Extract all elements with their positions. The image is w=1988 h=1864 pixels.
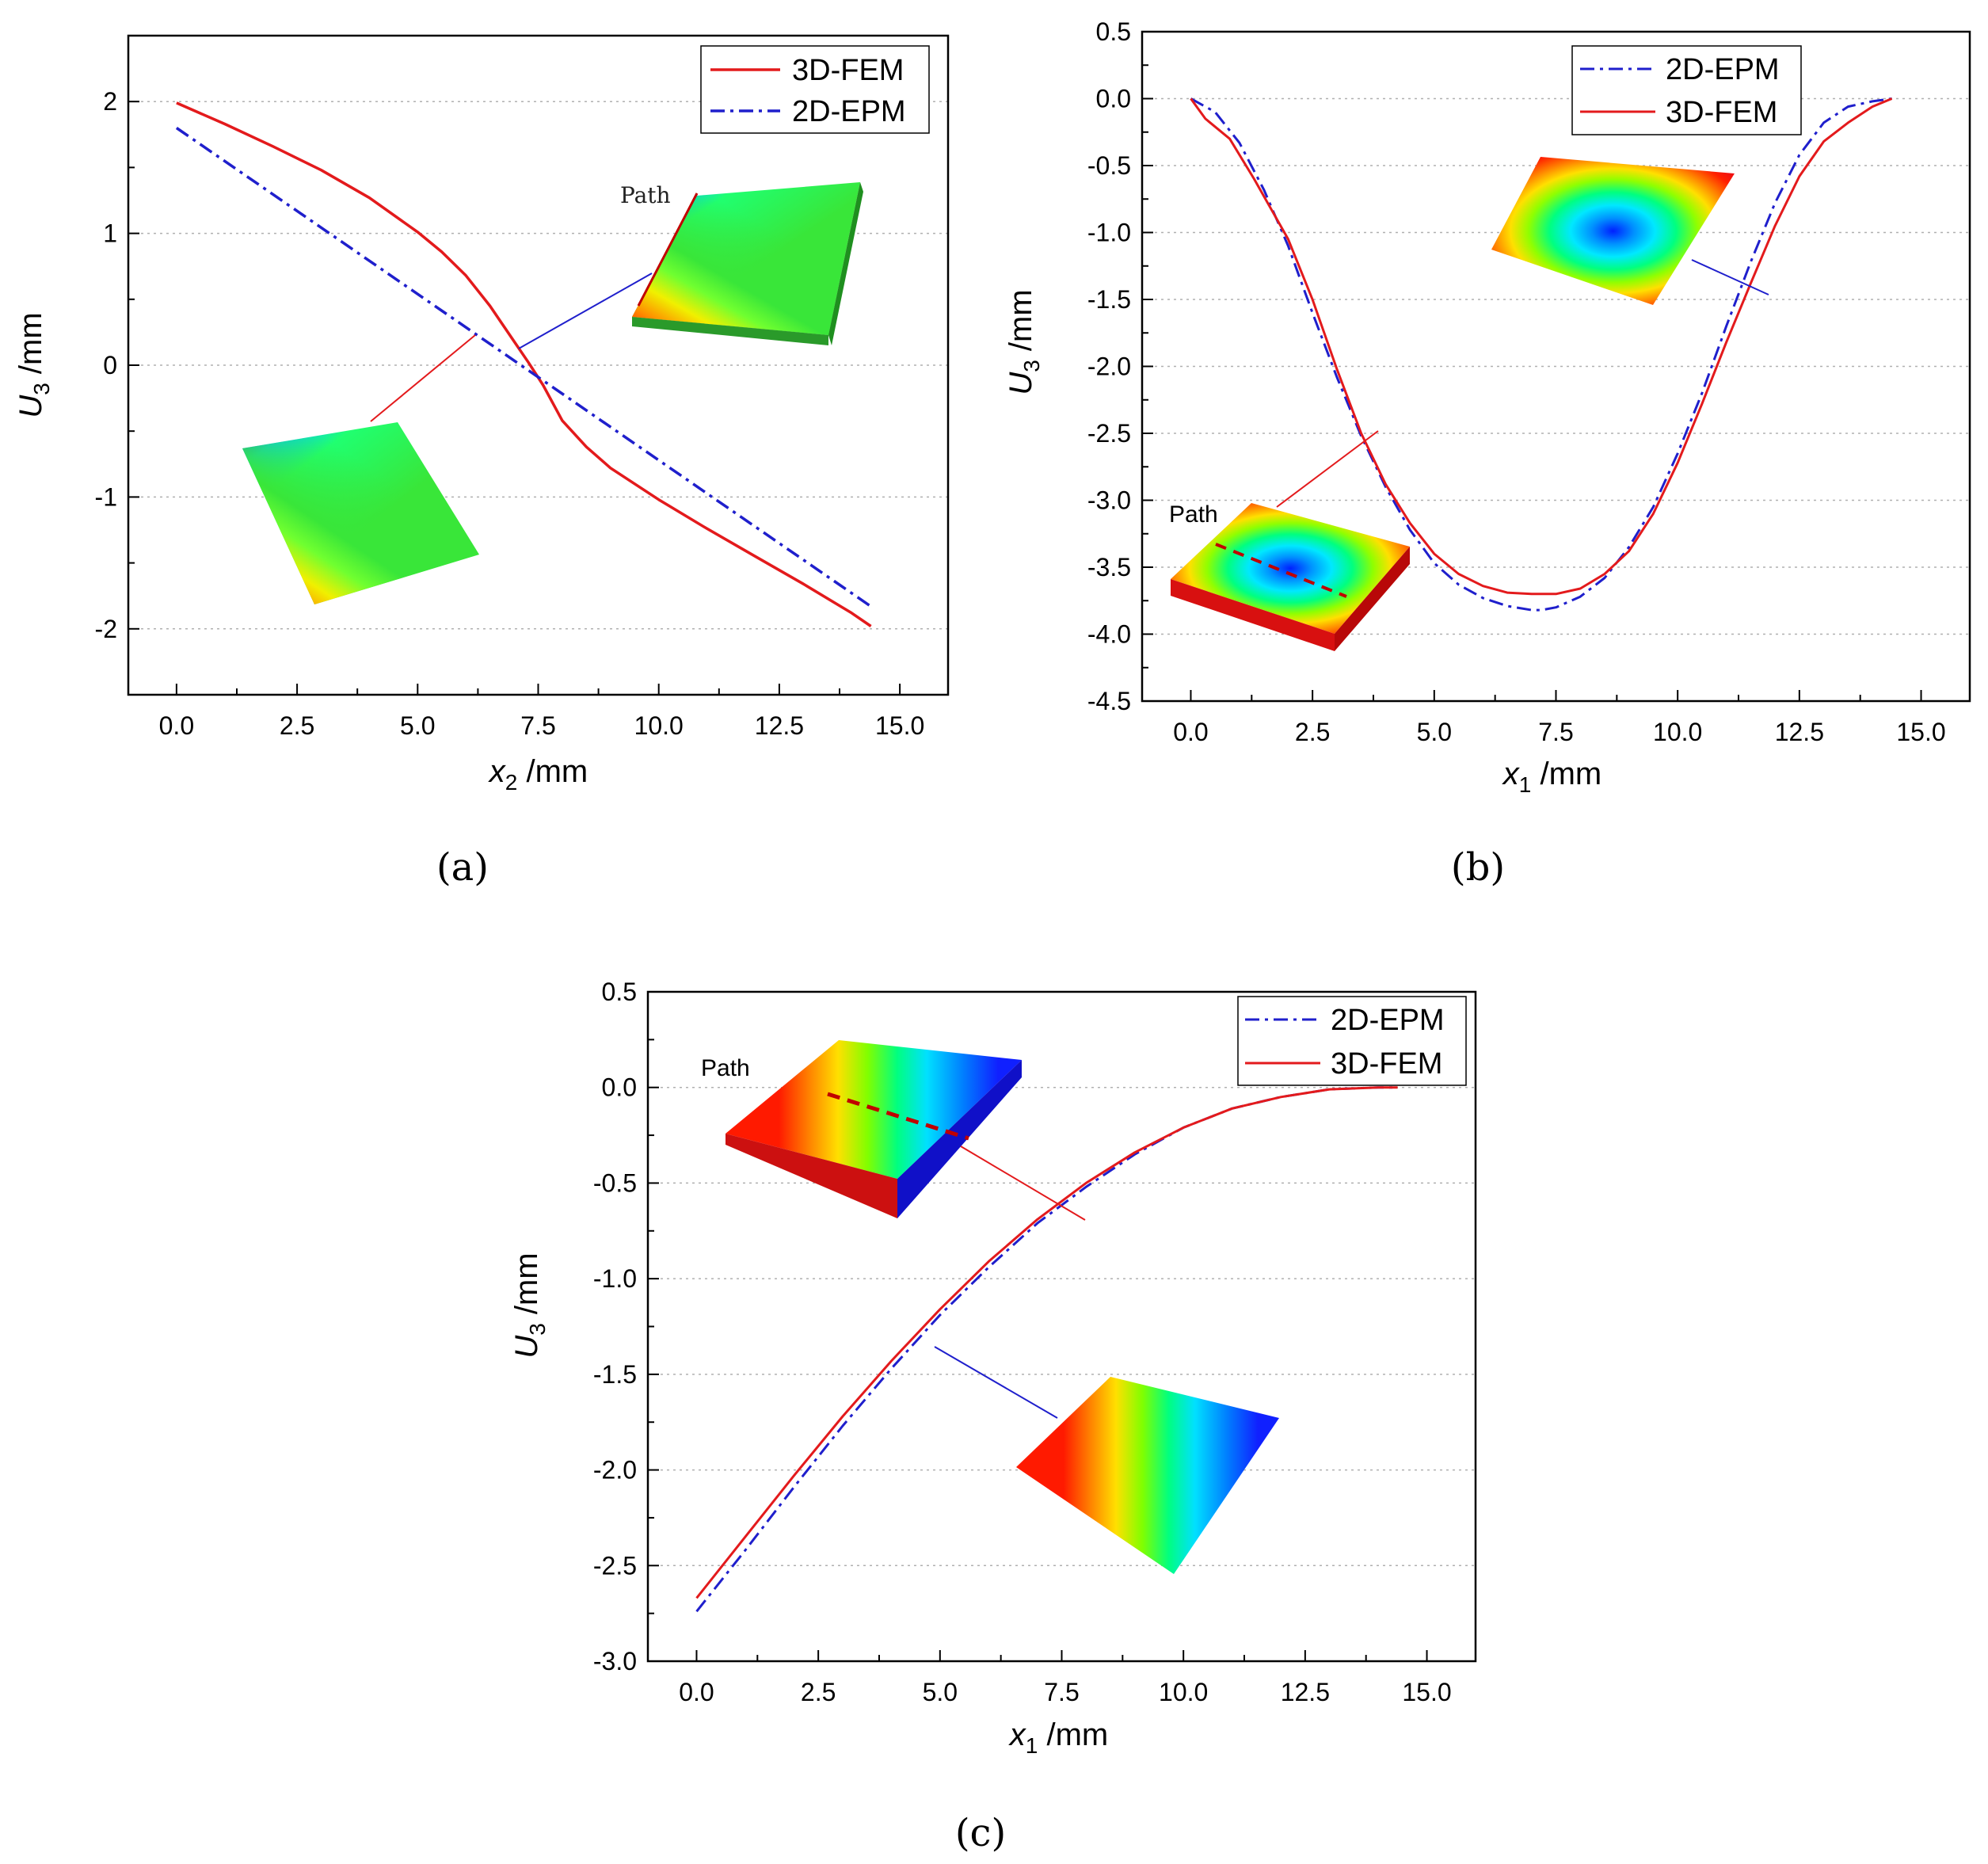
y-tick-label: -1 <box>95 482 117 511</box>
legend-label-c-0: 2D-EPM <box>1331 1004 1445 1037</box>
x-tick-label: 2.5 <box>1295 718 1330 746</box>
x-tick-label: 0.0 <box>679 1678 714 1706</box>
y-tick-label: 2 <box>103 87 117 116</box>
y-tick-label: -4.5 <box>1087 687 1131 715</box>
x-tick-label: 12.5 <box>755 711 804 740</box>
panel-a: -2 -1 0 1 2 0.0 2.5 5.0 7.5 10.0 12.5 15.0 Path 3D-… <box>13 34 950 890</box>
y-tick-label: -2 <box>95 615 117 643</box>
x-tick-label: 12.5 <box>1281 1678 1330 1706</box>
ticks-c: 0.5 0.0 -0.5 -1.0 -1.5 -2.0 -2.5 -3.0 0.0 2.5 5.0 7… <box>593 978 1452 1706</box>
panel-label-a: (a) <box>436 845 489 890</box>
y-tick-label: -1.0 <box>1087 219 1131 247</box>
series-line-3d-fem <box>176 101 872 627</box>
y-tick-label: -0.5 <box>1087 151 1131 180</box>
plot-frame-c <box>646 990 1477 1663</box>
inset-path-label-c: Path <box>701 1055 750 1081</box>
x-tick-label: 10.0 <box>634 711 684 740</box>
y-tick-label: 0.0 <box>1096 85 1131 113</box>
y-axis-title-b: U3 /mm <box>1004 289 1044 395</box>
y-tick-label: -2.5 <box>1087 419 1131 448</box>
legend-label-c-1: 3D-FEM <box>1331 1047 1442 1081</box>
y-tick-label: -2.5 <box>593 1551 637 1580</box>
x-tick-label: 2.5 <box>801 1678 836 1706</box>
y-tick-label: -1.5 <box>1087 285 1131 314</box>
panel-b: 0.5 0.0 -0.5 -1.0 -1.5 -2.0 -2.5 -3.0 -3.5 -4.0 -4… <box>1004 17 1971 890</box>
series-line-2d-epm <box>175 127 872 608</box>
legend-b: 2D-EPM 3D-FEM <box>1571 45 1802 135</box>
x-tick-label: 10.0 <box>1653 718 1702 746</box>
panel-label-b: (b) <box>1451 845 1505 890</box>
x-tick-label: 0.0 <box>159 711 194 740</box>
series-a <box>175 101 872 627</box>
panel-c: 0.5 0.0 -0.5 -1.0 -1.5 -2.0 -2.5 -3.0 0.0 2.5 5.0 7… <box>509 978 1477 1855</box>
inset-contour-a-upper: Path <box>518 182 863 349</box>
x-tick-label: 15.0 <box>1402 1678 1451 1706</box>
x-tick-label: 12.5 <box>1775 718 1824 746</box>
y-tick-label: 0.5 <box>1096 17 1131 46</box>
y-tick-label: -1.5 <box>593 1360 637 1389</box>
y-tick-label: 1 <box>103 219 117 248</box>
y-tick-label: -2.0 <box>593 1456 637 1485</box>
x-tick-label: 5.0 <box>1417 718 1452 746</box>
x-axis-title-a: x2 /mm <box>488 754 588 795</box>
inset-contour-b-lower: Path <box>1169 430 1410 651</box>
x-tick-label: 7.5 <box>1044 1678 1079 1706</box>
y-tick-label: 0.5 <box>602 978 637 1006</box>
legend-label-a-0: 3D-FEM <box>792 54 904 87</box>
y-tick-label: -4.0 <box>1087 620 1131 649</box>
y-tick-label: -3.5 <box>1087 553 1131 581</box>
y-tick-label: -3.0 <box>593 1647 637 1675</box>
inset-path-label-b: Path <box>1169 501 1218 528</box>
x-tick-label: 7.5 <box>520 711 555 740</box>
legend-label-a-1: 2D-EPM <box>792 95 906 128</box>
ticks-a: -2 -1 0 1 2 0.0 2.5 5.0 7.5 10.0 12.5 15.0 <box>95 87 925 740</box>
legend-c: 2D-EPM 3D-FEM <box>1237 996 1467 1086</box>
x-tick-label: 2.5 <box>280 711 314 740</box>
x-tick-label: 10.0 <box>1159 1678 1208 1706</box>
inset-contour-c-upper: Path <box>701 1040 1086 1221</box>
y-axis-title-c: U3 /mm <box>509 1252 550 1358</box>
y-tick-label: -3.0 <box>1087 486 1131 515</box>
y-tick-label: -0.5 <box>593 1168 637 1197</box>
x-tick-label: 0.0 <box>1173 718 1208 746</box>
series-c <box>695 1086 1398 1613</box>
series-line-3d-fem <box>1190 97 1893 596</box>
legend-label-b-1: 3D-FEM <box>1666 96 1777 129</box>
y-tick-label: -2.0 <box>1087 353 1131 381</box>
legend-label-b-0: 2D-EPM <box>1666 53 1780 86</box>
y-tick-label: 0.0 <box>602 1073 637 1102</box>
x-tick-label: 5.0 <box>923 1678 958 1706</box>
inset-contour-b-upper <box>1491 157 1769 305</box>
y-tick-label: -1.0 <box>593 1264 637 1293</box>
panel-label-c: (c) <box>955 1811 1006 1855</box>
y-tick-label: 0 <box>103 351 117 379</box>
inset-contour-a-lower <box>242 334 479 604</box>
x-axis-title-b: x1 /mm <box>1502 757 1601 797</box>
inset-contour-c-lower <box>934 1346 1279 1574</box>
x-tick-label: 5.0 <box>400 711 435 740</box>
x-tick-label: 15.0 <box>1896 718 1945 746</box>
x-tick-label: 15.0 <box>875 711 924 740</box>
series-line-3d-fem <box>695 1086 1398 1599</box>
x-tick-label: 7.5 <box>1538 718 1573 746</box>
x-axis-title-c: x1 /mm <box>1008 1717 1108 1758</box>
legend-a: 3D-FEM 2D-EPM <box>700 45 930 134</box>
y-axis-title-a: U3 /mm <box>13 312 54 417</box>
series-b <box>1190 97 1893 612</box>
inset-path-label-a: Path <box>620 182 671 208</box>
ticks-b: 0.5 0.0 -0.5 -1.0 -1.5 -2.0 -2.5 -3.0 -3.5 -4.0 -4… <box>1087 17 1946 746</box>
